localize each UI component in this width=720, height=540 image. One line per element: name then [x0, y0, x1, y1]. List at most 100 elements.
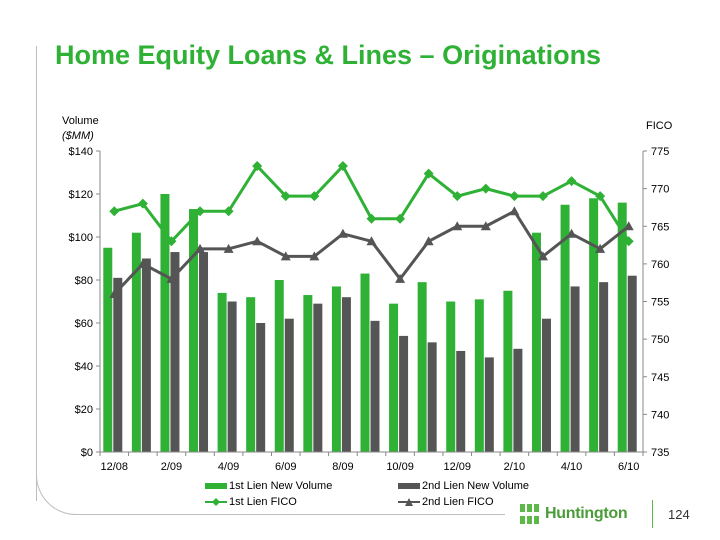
legend-symbol-1st-lien-fico — [205, 497, 227, 507]
marker-1st-lien-fico-3-09 — [195, 206, 206, 217]
marker-1st-lien-fico-1-09 — [137, 198, 148, 209]
marker-1st-lien-fico-1-10 — [480, 183, 491, 194]
marker-2nd-lien-fico-12-08 — [109, 288, 120, 298]
bar-2nd-lien-1-10 — [484, 357, 494, 452]
bar-1st-lien-6-10 — [617, 202, 627, 452]
slide-title: Home Equity Loans & Lines – Originations — [55, 40, 602, 70]
x-tick-label: 8/09 — [332, 461, 353, 473]
bar-1st-lien-1-09 — [131, 232, 141, 452]
bar-1st-lien-5-09 — [246, 297, 256, 452]
marker-2nd-lien-fico-3-09 — [195, 243, 206, 253]
huntington-logo-text: Huntington — [545, 505, 628, 522]
left-axis-label: Volume — [62, 115, 99, 127]
legend-item-2nd-lien-volume: 2nd Lien New Volume — [398, 480, 529, 492]
left-axis-title: Volume ($MM) — [62, 114, 99, 143]
legend-item-1st-lien-fico: 1st Lien FICO — [205, 496, 297, 508]
left-tick-label: $100 — [69, 232, 93, 244]
marker-2nd-lien-fico-1-09 — [137, 258, 148, 268]
marker-2nd-lien-fico-1-10 — [480, 221, 491, 231]
bar-2nd-lien-9-09 — [370, 320, 380, 452]
bar-1st-lien-4-09 — [217, 292, 227, 452]
marker-2nd-lien-fico-9-09 — [366, 236, 377, 246]
marker-1st-lien-fico-11-09 — [423, 168, 434, 179]
x-tick-label: 4/09 — [218, 461, 239, 473]
page-number: 124 — [668, 507, 690, 522]
x-tick-label: 12/08 — [101, 461, 129, 473]
marker-1st-lien-fico-9-09 — [366, 213, 377, 224]
left-tick-label: $20 — [75, 404, 93, 416]
marker-1st-lien-fico-12-09 — [452, 191, 463, 202]
bar-1st-lien-9-09 — [360, 273, 370, 452]
bar-2nd-lien-6-09 — [284, 318, 294, 452]
marker-2nd-lien-fico-6-10 — [623, 221, 634, 231]
marker-2nd-lien-fico-11-09 — [423, 236, 434, 246]
marker-1st-lien-fico-10-09 — [395, 213, 406, 224]
legend-swatch-1st-lien-volume — [205, 483, 227, 489]
bar-2nd-lien-2-09 — [170, 252, 180, 452]
right-tick-label: 745 — [651, 372, 669, 384]
marker-1st-lien-fico-6-10 — [623, 236, 634, 247]
legend-label-2nd-lien-volume: 2nd Lien New Volume — [422, 480, 530, 492]
x-tick-label: 6/09 — [275, 461, 296, 473]
bar-1st-lien-7-09 — [303, 295, 313, 452]
left-axis-unit: ($MM) — [62, 130, 94, 142]
lines-layer — [109, 161, 634, 298]
marker-2nd-lien-fico-4-10 — [566, 228, 577, 238]
bar-2nd-lien-7-09 — [313, 303, 323, 452]
marker-1st-lien-fico-6-09 — [280, 191, 291, 202]
bar-2nd-lien-2-10 — [513, 348, 523, 452]
bar-2nd-lien-6-10 — [627, 275, 637, 452]
right-tick-label: 775 — [651, 146, 669, 158]
marker-1st-lien-fico-7-09 — [309, 191, 320, 202]
bar-1st-lien-3-10 — [531, 232, 541, 452]
x-tick-label: 10/09 — [386, 461, 414, 473]
legend-swatch-2nd-lien-volume — [398, 483, 420, 489]
bar-1st-lien-12-09 — [446, 301, 456, 452]
legend-symbol-2nd-lien-fico — [398, 497, 420, 507]
marker-2nd-lien-fico-8-09 — [337, 228, 348, 238]
x-tick-label: 2/10 — [504, 461, 525, 473]
right-tick-label: 740 — [651, 409, 669, 421]
bar-2nd-lien-3-10 — [541, 318, 551, 452]
bar-1st-lien-10-09 — [389, 303, 399, 452]
marker-1st-lien-fico-3-10 — [537, 191, 548, 202]
x-tick-label: 6/10 — [618, 461, 639, 473]
axes-layer — [96, 150, 647, 456]
footer-divider — [652, 500, 653, 528]
right-axis-label: FICO — [646, 120, 673, 132]
bar-2nd-lien-4-10 — [570, 286, 580, 452]
huntington-logo-mark-icon — [520, 504, 540, 524]
bars-layer — [103, 194, 637, 452]
bar-1st-lien-3-09 — [189, 209, 199, 452]
bar-1st-lien-2-09 — [160, 194, 170, 452]
marker-1st-lien-fico-2-09 — [166, 236, 177, 247]
marker-2nd-lien-fico-4-09 — [223, 243, 234, 253]
bar-1st-lien-1-10 — [474, 299, 484, 452]
right-tick-label: 735 — [651, 447, 669, 459]
bar-1st-lien-2-10 — [503, 290, 513, 452]
right-tick-label: 765 — [651, 221, 669, 233]
marker-1st-lien-fico-8-09 — [337, 161, 348, 172]
bar-1st-lien-4-10 — [560, 204, 570, 452]
marker-1st-lien-fico-5-10 — [595, 191, 606, 202]
right-tick-label: 755 — [651, 297, 669, 309]
slide-frame-left — [36, 46, 37, 501]
marker-2nd-lien-fico-12-09 — [452, 221, 463, 231]
marker-2nd-lien-fico-5-10 — [595, 243, 606, 253]
bar-2nd-lien-3-09 — [199, 252, 209, 452]
bar-2nd-lien-12-08 — [113, 277, 123, 452]
left-tick-label: $80 — [75, 275, 93, 287]
right-tick-label: 750 — [651, 334, 669, 346]
marker-1st-lien-fico-12-08 — [109, 206, 120, 217]
bar-2nd-lien-5-09 — [256, 323, 266, 452]
left-tick-label: $40 — [75, 361, 93, 373]
tick-labels-layer: $0 $20 $40 $60 $80 $100 $120 $140 735 740 745 750 75… — [69, 146, 670, 473]
bar-1st-lien-6-09 — [274, 280, 284, 452]
huntington-logo: Huntington — [520, 504, 628, 524]
legend-label-1st-lien-fico: 1st Lien FICO — [229, 496, 297, 508]
bar-2nd-lien-11-09 — [427, 342, 437, 452]
marker-2nd-lien-fico-2-09 — [166, 273, 177, 283]
legend-item-1st-lien-volume: 1st Lien New Volume — [205, 480, 332, 492]
left-tick-label: $120 — [69, 189, 93, 201]
bar-1st-lien-8-09 — [331, 286, 341, 452]
